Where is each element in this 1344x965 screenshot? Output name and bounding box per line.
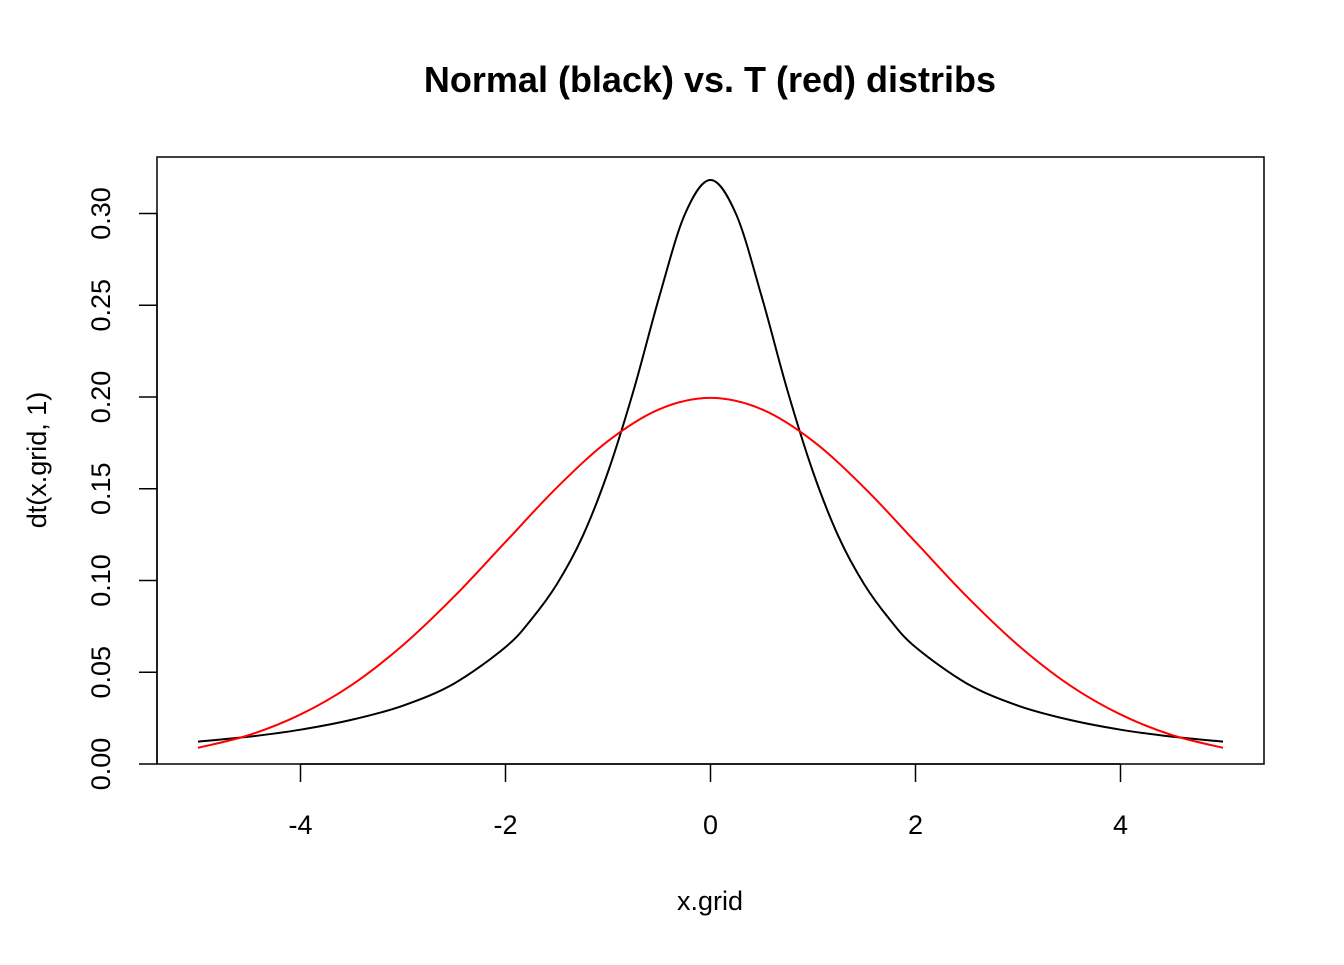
x-axis-label: x.grid [677, 886, 743, 916]
y-tick-label: 0.05 [86, 646, 116, 699]
y-tick-label: 0.20 [86, 371, 116, 424]
series-layer [197, 178, 1224, 749]
x-tick-label: 2 [908, 810, 923, 840]
y-axis-label: dt(x.grid, 1) [22, 392, 52, 529]
x-tick-label: 0 [703, 810, 718, 840]
x-tick-label: 4 [1113, 810, 1128, 840]
x-tick-label: -2 [493, 810, 517, 840]
series-line-red [197, 396, 1224, 749]
x-tick-label: -4 [288, 810, 312, 840]
plot-frame [156, 156, 1265, 765]
y-tick-label: 0.00 [86, 738, 116, 791]
x-axis: -4 -2 0 2 4 [288, 763, 1128, 840]
series-line-black [197, 178, 1224, 743]
y-axis: 0.00 0.05 0.10 0.15 0.20 0.25 0.30 [86, 187, 158, 791]
y-tick-label: 0.25 [86, 279, 116, 332]
chart-title: Normal (black) vs. T (red) distribs [424, 59, 996, 100]
y-tick-label: 0.30 [86, 187, 116, 240]
y-tick-label: 0.10 [86, 554, 116, 607]
y-tick-label: 0.15 [86, 462, 116, 515]
